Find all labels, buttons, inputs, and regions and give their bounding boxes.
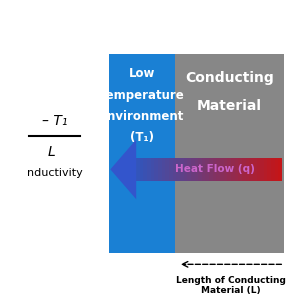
Bar <box>264 158 268 181</box>
Bar <box>213 158 217 181</box>
Text: Temperature: Temperature <box>100 89 184 102</box>
Text: Length of Conducting
Material (L): Length of Conducting Material (L) <box>176 276 286 295</box>
Bar <box>162 158 166 181</box>
Bar <box>147 158 151 181</box>
Bar <box>227 158 231 181</box>
Bar <box>242 158 246 181</box>
Bar <box>194 158 199 181</box>
Bar <box>216 158 220 181</box>
Bar <box>154 158 158 181</box>
Bar <box>109 54 175 253</box>
Bar <box>275 158 279 181</box>
Bar <box>173 158 177 181</box>
Bar <box>256 158 260 181</box>
Bar <box>143 158 147 181</box>
Bar <box>271 158 275 181</box>
Bar <box>246 158 250 181</box>
Text: Material: Material <box>197 99 262 113</box>
Bar <box>202 158 206 181</box>
Bar <box>151 158 155 181</box>
Text: Conducting: Conducting <box>185 71 274 85</box>
Bar <box>184 158 188 181</box>
Bar <box>140 158 144 181</box>
Bar <box>176 158 180 181</box>
Bar <box>198 158 202 181</box>
Text: L: L <box>48 145 56 159</box>
Bar <box>191 158 195 181</box>
Polygon shape <box>110 140 136 199</box>
Bar <box>235 158 239 181</box>
Bar <box>180 158 184 181</box>
Bar <box>260 158 264 181</box>
Bar <box>224 158 228 181</box>
Bar <box>169 158 173 181</box>
Bar <box>175 54 284 253</box>
Bar <box>238 158 242 181</box>
Bar <box>249 158 253 181</box>
Bar <box>165 158 169 181</box>
Bar <box>231 158 235 181</box>
Text: Heat Flow (q): Heat Flow (q) <box>175 164 255 174</box>
Bar <box>267 158 272 181</box>
Text: – T₁: – T₁ <box>42 114 67 128</box>
Text: (T₁): (T₁) <box>130 131 154 144</box>
Bar <box>209 158 213 181</box>
Bar <box>253 158 257 181</box>
Text: Environment: Environment <box>100 110 184 123</box>
Bar <box>206 158 209 181</box>
Bar <box>158 158 162 181</box>
Bar <box>187 158 191 181</box>
Bar <box>278 158 282 181</box>
Text: Low: Low <box>129 67 155 80</box>
Bar <box>220 158 224 181</box>
Text: nductivity: nductivity <box>27 168 82 178</box>
Bar <box>136 158 140 181</box>
